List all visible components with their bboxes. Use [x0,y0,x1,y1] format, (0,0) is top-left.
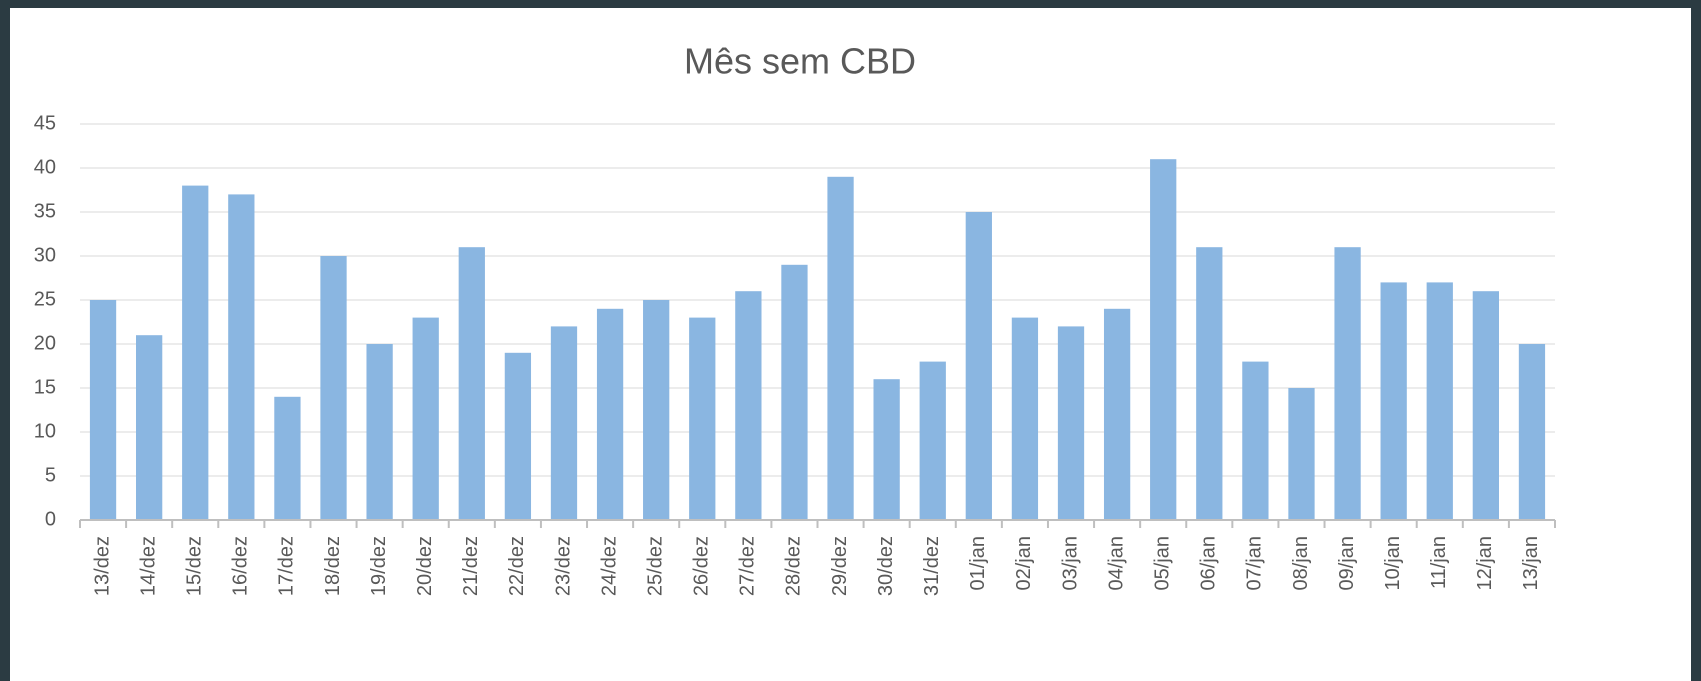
bar [136,335,163,520]
x-tick-label: 18/dez [322,536,344,596]
x-tick-label: 31/dez [921,536,943,596]
x-tick-label: 30/dez [875,536,897,596]
bar [1334,247,1361,520]
x-tick-label: 12/jan [1474,536,1496,591]
chart-title: Mês sem CBD [684,41,916,82]
bar [781,264,808,520]
bar [965,212,992,520]
y-tick-label: 0 [45,508,56,530]
x-tick-label: 07/jan [1244,536,1266,591]
x-tick-label: 19/dez [368,536,390,596]
y-tick-label: 35 [34,200,56,222]
x-tick-label: 22/dez [506,536,528,596]
x-tick-label: 11/jan [1428,536,1450,589]
y-tick-label: 10 [34,420,56,442]
bar [228,194,255,520]
bar [1426,282,1453,520]
bar [1472,291,1499,520]
y-tick-label: 40 [34,156,56,178]
bar [182,185,209,520]
x-tick-label: 15/dez [184,536,206,596]
y-tick-label: 30 [34,244,56,266]
x-tick-label: 14/dez [137,536,159,596]
bar [412,317,439,520]
bar [827,176,854,521]
x-tick-label: 06/jan [1198,536,1220,591]
bar [550,326,578,520]
x-tick-label: 04/jan [1105,536,1127,591]
x-tick-label: 05/jan [1151,536,1173,591]
bar [873,379,900,520]
x-tick-label: 13/dez [91,536,113,596]
bar [919,361,946,520]
x-tick-label: 10/jan [1382,536,1404,591]
x-tick-label: 28/dez [783,536,805,596]
x-tick-label: 02/jan [1013,536,1035,591]
bar [274,396,301,520]
bar [1057,326,1085,520]
bar [596,308,624,520]
bar [504,352,532,520]
x-tick-label: 26/dez [691,536,713,596]
bar [366,344,393,520]
y-tick-label: 45 [34,112,56,134]
bar [320,256,347,520]
bar [89,300,117,520]
bar [1518,344,1546,520]
x-tick-label: 27/dez [737,536,759,596]
bar [1242,361,1269,520]
x-tick-label: 08/jan [1290,536,1312,591]
x-tick-label: 01/jan [967,536,989,591]
x-tick-label: 09/jan [1336,536,1358,591]
x-tick-label: 24/dez [598,536,620,596]
y-tick-label: 15 [34,376,56,398]
x-tick-label: 29/dez [829,536,851,596]
x-tick-label: 17/dez [276,536,298,596]
y-tick-label: 25 [34,288,56,310]
bar [643,300,670,520]
bar [689,317,716,520]
x-tick-label: 25/dez [644,536,666,596]
x-tick-label: 20/dez [414,536,436,596]
y-tick-label: 20 [34,332,56,354]
bar [1288,388,1315,520]
bar [1150,159,1177,520]
y-tick-label: 5 [45,464,56,486]
bar [458,247,485,520]
bar [1103,308,1131,520]
bar [1380,282,1407,520]
x-tick-label: 16/dez [230,536,252,596]
bar [1196,247,1223,520]
x-tick-label: 23/dez [552,536,574,596]
bar [735,291,762,520]
x-tick-label: 13/jan [1520,536,1542,591]
x-tick-label: 21/dez [460,536,482,596]
x-tick-label: 03/jan [1059,536,1081,591]
bar [1011,317,1039,520]
